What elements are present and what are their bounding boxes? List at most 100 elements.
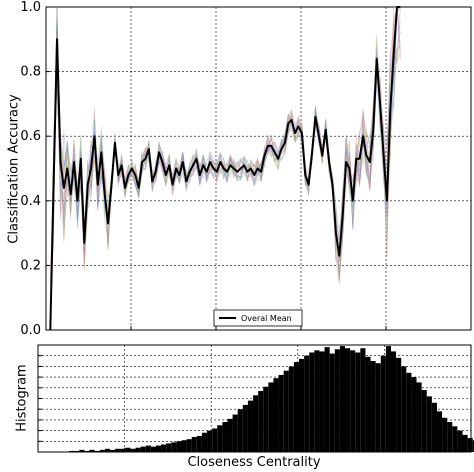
- histogram-bar: [339, 346, 345, 452]
- histogram-bar: [436, 411, 443, 452]
- histogram-bar: [145, 445, 151, 452]
- histogram-bar: [380, 355, 386, 452]
- accuracy-run-line: [50, 6, 401, 331]
- histogram-y-axis-label: Histogram: [15, 364, 30, 431]
- histogram-bar: [253, 395, 259, 452]
- histogram-bar: [263, 386, 269, 452]
- histogram-bar: [186, 439, 192, 452]
- histogram-bar: [396, 357, 402, 452]
- histogram-bar: [350, 350, 356, 452]
- histogram-bar: [293, 362, 300, 452]
- histogram-bar: [140, 446, 146, 452]
- histogram-bar: [258, 391, 264, 452]
- accuracy-y-tick-label: 0.0: [20, 323, 41, 338]
- histogram-bar: [447, 422, 453, 452]
- accuracy-legend: Overal Mean: [213, 309, 303, 327]
- histogram-bar: [242, 404, 248, 452]
- histogram-bar: [94, 450, 100, 452]
- histogram-bar: [314, 350, 320, 452]
- histogram-bar: [345, 348, 351, 452]
- accuracy-run-line: [50, 6, 401, 283]
- histogram-bar: [207, 430, 213, 452]
- histogram-bar: [120, 448, 126, 452]
- histogram-bar: [161, 444, 167, 452]
- histogram-bar: [375, 363, 381, 452]
- accuracy-plot-frame: [45, 6, 472, 331]
- legend-label-overal-mean: Overal Mean: [241, 314, 292, 323]
- histogram-bar: [385, 346, 391, 452]
- histogram-bar: [181, 440, 187, 452]
- histogram-bar: [201, 432, 208, 452]
- histogram-bar: [309, 352, 315, 452]
- legend-box: [213, 309, 303, 327]
- accuracy-y-tick-label: 0.2: [20, 258, 41, 273]
- histogram-bar: [462, 434, 468, 452]
- histogram-bar: [135, 447, 141, 452]
- accuracy-run-line: [50, 6, 401, 331]
- histogram-bar: [467, 438, 473, 452]
- histogram-bar: [155, 445, 162, 452]
- accuracy-chart: 0.0 0.2 0.4 0.6 0.8 1.0 Classification Accura…: [7, 0, 472, 338]
- histogram-bar: [237, 409, 243, 452]
- histogram-bar: [115, 448, 121, 452]
- accuracy-y-ticks: 0.0 0.2 0.4 0.6 0.8 1.0: [20, 0, 50, 338]
- accuracy-y-tick-label: 1.0: [20, 0, 41, 15]
- histogram-bar: [365, 356, 371, 452]
- histogram-bars: [69, 346, 474, 452]
- histogram-chart: Histogram Closeness Centrality: [15, 344, 474, 470]
- histogram-bar: [299, 358, 305, 452]
- histogram-bar: [268, 382, 274, 452]
- histogram-bar: [217, 425, 223, 452]
- histogram-bar: [324, 347, 330, 452]
- histogram-bar: [288, 366, 294, 452]
- histogram-bar: [406, 372, 412, 452]
- accuracy-mean-line: [49, 6, 401, 331]
- histogram-x-axis-label: Closeness Centrality: [187, 455, 320, 470]
- histogram-bar: [360, 348, 366, 452]
- histogram-bar: [176, 441, 182, 452]
- histogram-bar: [431, 402, 437, 452]
- histogram-bar: [452, 426, 458, 452]
- accuracy-run-line: [50, 6, 401, 296]
- histogram-bar: [130, 448, 136, 452]
- histogram-bar: [74, 450, 80, 452]
- histogram-bar: [355, 352, 361, 452]
- accuracy-y-tick-label: 0.6: [20, 129, 41, 144]
- histogram-bar: [304, 355, 310, 452]
- histogram-bar: [411, 377, 417, 452]
- histogram-bar: [278, 374, 284, 452]
- histogram-bar: [329, 353, 335, 452]
- histogram-bar: [442, 417, 448, 452]
- accuracy-run-line: [50, 6, 401, 321]
- histogram-bar: [125, 447, 131, 452]
- histogram-bar: [99, 449, 105, 452]
- accuracy-mean-line-group: [49, 6, 401, 331]
- histogram-bar: [334, 349, 340, 452]
- accuracy-run-line: [50, 6, 401, 331]
- accuracy-run-line: [50, 6, 401, 277]
- histogram-bar: [426, 396, 432, 452]
- histogram-bar: [191, 437, 197, 452]
- accuracy-y-tick-label: 0.4: [20, 194, 41, 209]
- histogram-bar: [273, 378, 279, 452]
- histogram-x-ticks: [124, 448, 385, 452]
- accuracy-y-axis-label: Classification Accuracy: [7, 94, 22, 244]
- histogram-bar: [89, 449, 95, 452]
- histogram-bar: [416, 382, 422, 452]
- histogram-bar: [227, 418, 233, 452]
- accuracy-x-ticks: [130, 326, 387, 330]
- histogram-bar: [109, 449, 116, 452]
- histogram-bar: [319, 351, 325, 452]
- histogram-bar: [472, 440, 474, 452]
- histogram-bar: [222, 422, 228, 452]
- histogram-bar: [401, 366, 407, 452]
- histogram-bar: [84, 450, 90, 452]
- histogram-bar: [166, 443, 172, 452]
- accuracy-run-line: [50, 6, 401, 331]
- histogram-bar: [150, 446, 156, 452]
- histogram-bar: [457, 430, 463, 452]
- histogram-bar: [283, 370, 289, 452]
- histogram-bar: [232, 414, 238, 452]
- histogram-bar: [196, 435, 202, 452]
